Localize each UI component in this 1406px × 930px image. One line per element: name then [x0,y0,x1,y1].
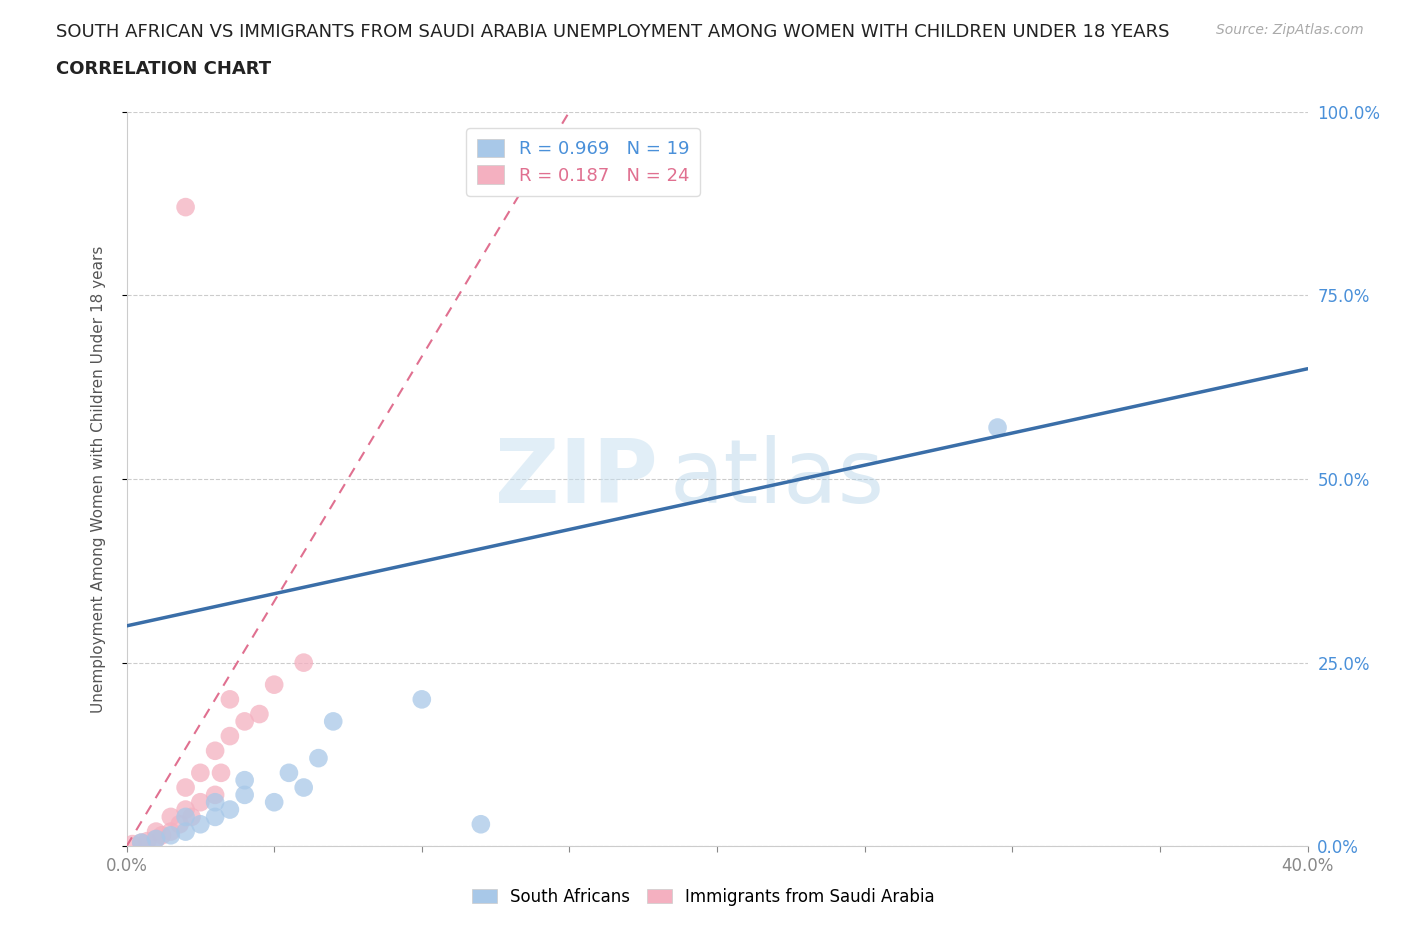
Point [209,765,232,780]
Text: ZIP: ZIP [495,435,658,523]
Point [129,835,153,850]
Point [160,824,183,839]
Point [411,692,433,707]
Legend: South Africans, Immigrants from Saudi Arabia: South Africans, Immigrants from Saudi Ar… [465,881,941,912]
Point [219,729,242,744]
Point [160,828,183,843]
Text: CORRELATION CHART: CORRELATION CHART [56,60,271,78]
Point [204,743,226,758]
Point [188,817,212,831]
Point [160,809,183,824]
Point [188,795,212,810]
Point [263,795,285,810]
Point [150,828,173,843]
Point [188,765,212,780]
Point [292,780,315,795]
Point [308,751,330,765]
Point [249,707,271,722]
Point [233,773,256,788]
Point [121,837,143,852]
Point [278,765,301,780]
Point [174,200,197,215]
Point [219,692,242,707]
Point [145,831,167,846]
Point [129,835,153,850]
Point [470,817,492,831]
Point [174,824,197,839]
Point [987,420,1010,435]
Point [204,795,226,810]
Point [204,809,226,824]
Point [174,809,197,824]
Text: SOUTH AFRICAN VS IMMIGRANTS FROM SAUDI ARABIA UNEMPLOYMENT AMONG WOMEN WITH CHIL: SOUTH AFRICAN VS IMMIGRANTS FROM SAUDI A… [56,23,1170,41]
Text: atlas: atlas [669,435,884,523]
Point [136,833,159,848]
Point [233,714,256,729]
Point [219,802,242,817]
Point [263,677,285,692]
Point [233,788,256,803]
Point [322,714,344,729]
Point [204,788,226,803]
Point [145,831,167,846]
Y-axis label: Unemployment Among Women with Children Under 18 years: Unemployment Among Women with Children U… [91,246,105,712]
Point [169,817,191,831]
Text: Source: ZipAtlas.com: Source: ZipAtlas.com [1216,23,1364,37]
Point [174,780,197,795]
Point [145,824,167,839]
Legend: R = 0.969   N = 19, R = 0.187   N = 24: R = 0.969 N = 19, R = 0.187 N = 24 [467,128,700,195]
Point [292,656,315,671]
Point [180,809,202,824]
Point [174,802,197,817]
